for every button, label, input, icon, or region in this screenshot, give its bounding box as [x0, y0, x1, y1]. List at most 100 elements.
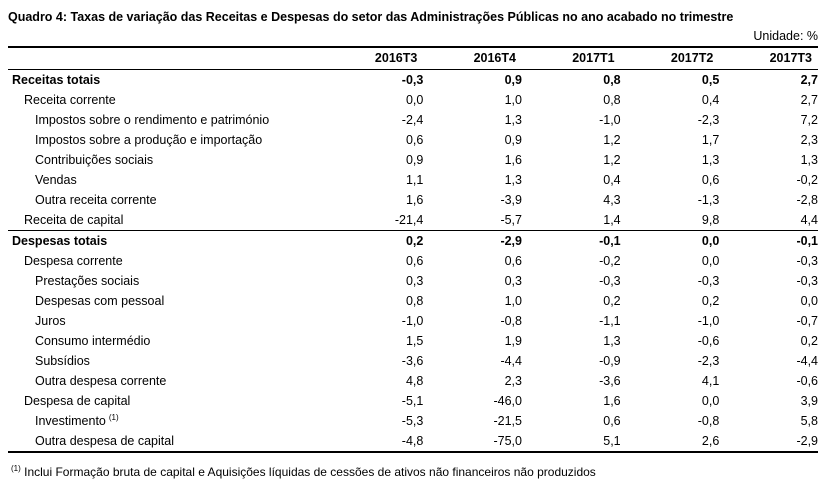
value-cell: -4,4: [500, 354, 522, 368]
value-cell: 2,3: [504, 374, 522, 388]
value-cell: 5,8: [800, 414, 818, 428]
value-cell: -4,4: [796, 354, 818, 368]
value-cell: -5,3: [401, 414, 424, 428]
value-cell: -0,3: [599, 274, 621, 288]
footnote-marker: (1): [11, 464, 21, 473]
row-label-cell: Receita corrente: [8, 90, 325, 110]
row-label-cell: Impostos sobre a produção e importação: [8, 130, 325, 150]
table-row: Receitas totais -0,3 0,9 0,8 0,5 2,7: [8, 69, 818, 90]
value-cell: -21,4: [394, 213, 424, 227]
value-cell: 0,2: [800, 334, 818, 348]
value-cell: 3,9: [800, 394, 818, 408]
value-cell: 0,6: [405, 254, 424, 268]
value-cell: -0,9: [599, 354, 621, 368]
value-cell: -21,5: [493, 414, 522, 428]
value-cell: 1,5: [405, 334, 424, 348]
value-cell: 2,3: [800, 133, 818, 147]
value-cell: 9,8: [701, 213, 720, 227]
value-cell: 0,3: [405, 274, 424, 288]
table-row: Despesa corrente 0,6 0,6 -0,2 0,0 -0,3: [8, 251, 818, 271]
value-cell: 0,9: [504, 133, 522, 147]
value-cell: 1,9: [504, 334, 522, 348]
row-label: Outra receita corrente: [35, 193, 157, 207]
value-cell: 1,1: [405, 173, 424, 187]
value-cell: 4,3: [603, 193, 621, 207]
value-cell: -0,3: [324, 69, 424, 90]
value-cell: -2,9: [719, 431, 818, 453]
value-cell: 5,1: [521, 431, 621, 453]
value-cell: 0,0: [701, 394, 720, 408]
value-cell: 1,0: [504, 294, 522, 308]
value-cell: 1,7: [701, 133, 720, 147]
value-cell: 0,6: [504, 254, 522, 268]
value-cell: 0,2: [701, 294, 720, 308]
value-cell: 2,6: [620, 431, 720, 453]
row-label: Receita de capital: [24, 213, 124, 227]
value-cell: -1,3: [697, 193, 720, 207]
table-row: Outra receita corrente 1,6 -3,9 4,3 -1,3 -2,8: [8, 190, 818, 210]
value-cell: -4,8: [324, 431, 424, 453]
value-cell: 7,2: [800, 113, 818, 127]
table-body: Receitas totais -0,3 0,9 0,8 0,5 2,7 Receita c…: [8, 69, 818, 453]
value-cell: -3,9: [500, 193, 522, 207]
row-label: Consumo intermédio: [35, 334, 151, 348]
row-label: Outra despesa corrente: [35, 374, 167, 388]
value-cell: -75,0: [423, 431, 522, 453]
row-label-cell: Receitas totais: [8, 69, 325, 90]
value-cell: -0,3: [796, 254, 818, 268]
value-cell: -0,3: [697, 274, 720, 288]
row-label: Receitas totais: [12, 73, 101, 87]
row-label: Despesas com pessoal: [35, 294, 165, 308]
value-cell: -0,3: [796, 274, 818, 288]
value-cell: -0,2: [796, 173, 818, 187]
row-label: Subsídios: [35, 354, 90, 368]
value-cell: 4,1: [701, 374, 720, 388]
row-label-cell: Impostos sobre o rendimento e património: [8, 110, 325, 130]
value-cell: 0,2: [603, 294, 621, 308]
value-cell: 4,8: [405, 374, 424, 388]
value-cell: -3,6: [599, 374, 621, 388]
value-cell: -0,7: [796, 314, 818, 328]
header-cell-period: 2017T2: [620, 46, 720, 70]
unit-label: Unidade: %: [753, 29, 818, 43]
table-row: Receita de capital -21,4 -5,7 1,4 9,8 4,4: [8, 210, 818, 231]
value-cell: 4,4: [800, 213, 818, 227]
table-row: Despesa de capital -5,1 -46,0 1,6 0,0 3,9: [8, 391, 818, 411]
value-cell: 1,2: [603, 133, 621, 147]
row-label: Vendas: [35, 173, 77, 187]
value-cell: 2,7: [800, 93, 818, 107]
value-cell: 0,8: [521, 69, 621, 90]
value-cell: 0,5: [620, 69, 720, 90]
table-row: Subsídios -3,6 -4,4 -0,9 -2,3 -4,4: [8, 351, 818, 371]
value-cell: 0,8: [405, 294, 424, 308]
value-cell: 1,3: [504, 113, 522, 127]
value-cell: -2,9: [423, 230, 522, 251]
value-cell: -0,1: [719, 230, 818, 251]
value-cell: 1,3: [504, 173, 522, 187]
table-row: Outra despesa de capital -4,8 -75,0 5,1 2,6-…: [8, 431, 818, 453]
value-cell: -2,8: [796, 193, 818, 207]
row-label-cell: Outra receita corrente: [8, 190, 325, 210]
table-row: Consumo intermédio 1,5 1,9 1,3 -0,6 0,2: [8, 331, 818, 351]
value-cell: 0,4: [603, 173, 621, 187]
value-cell: 0,4: [701, 93, 720, 107]
footnote-ref: (1): [108, 413, 119, 422]
value-cell: 0,9: [423, 69, 522, 90]
row-label: Receita corrente: [24, 93, 116, 107]
value-cell: -46,0: [493, 394, 522, 408]
row-label: Impostos sobre a produção e importação: [35, 133, 263, 147]
table-row: Receita corrente 0,0 1,0 0,8 0,4 2,7: [8, 90, 818, 110]
value-cell: 1,6: [405, 193, 424, 207]
table-row: Impostos sobre o rendimento e património…: [8, 110, 818, 130]
table-row: Despesas totais 0,2 -2,9 -0,1 0,0 -0,1: [8, 230, 818, 251]
header-cell-period: 2016T3: [324, 46, 424, 70]
row-label-cell: Contribuições sociais: [8, 150, 325, 170]
row-label-cell: Subsídios: [8, 351, 325, 371]
table-row: Juros -1,0 -0,8 -1,1 -1,0 -0,7: [8, 311, 818, 331]
value-cell: 1,0: [504, 93, 522, 107]
value-cell: 0,0: [800, 294, 818, 308]
value-cell: -0,2: [599, 254, 621, 268]
value-cell: -2,4: [401, 113, 424, 127]
header-cell-period: 2017T1: [521, 46, 621, 70]
